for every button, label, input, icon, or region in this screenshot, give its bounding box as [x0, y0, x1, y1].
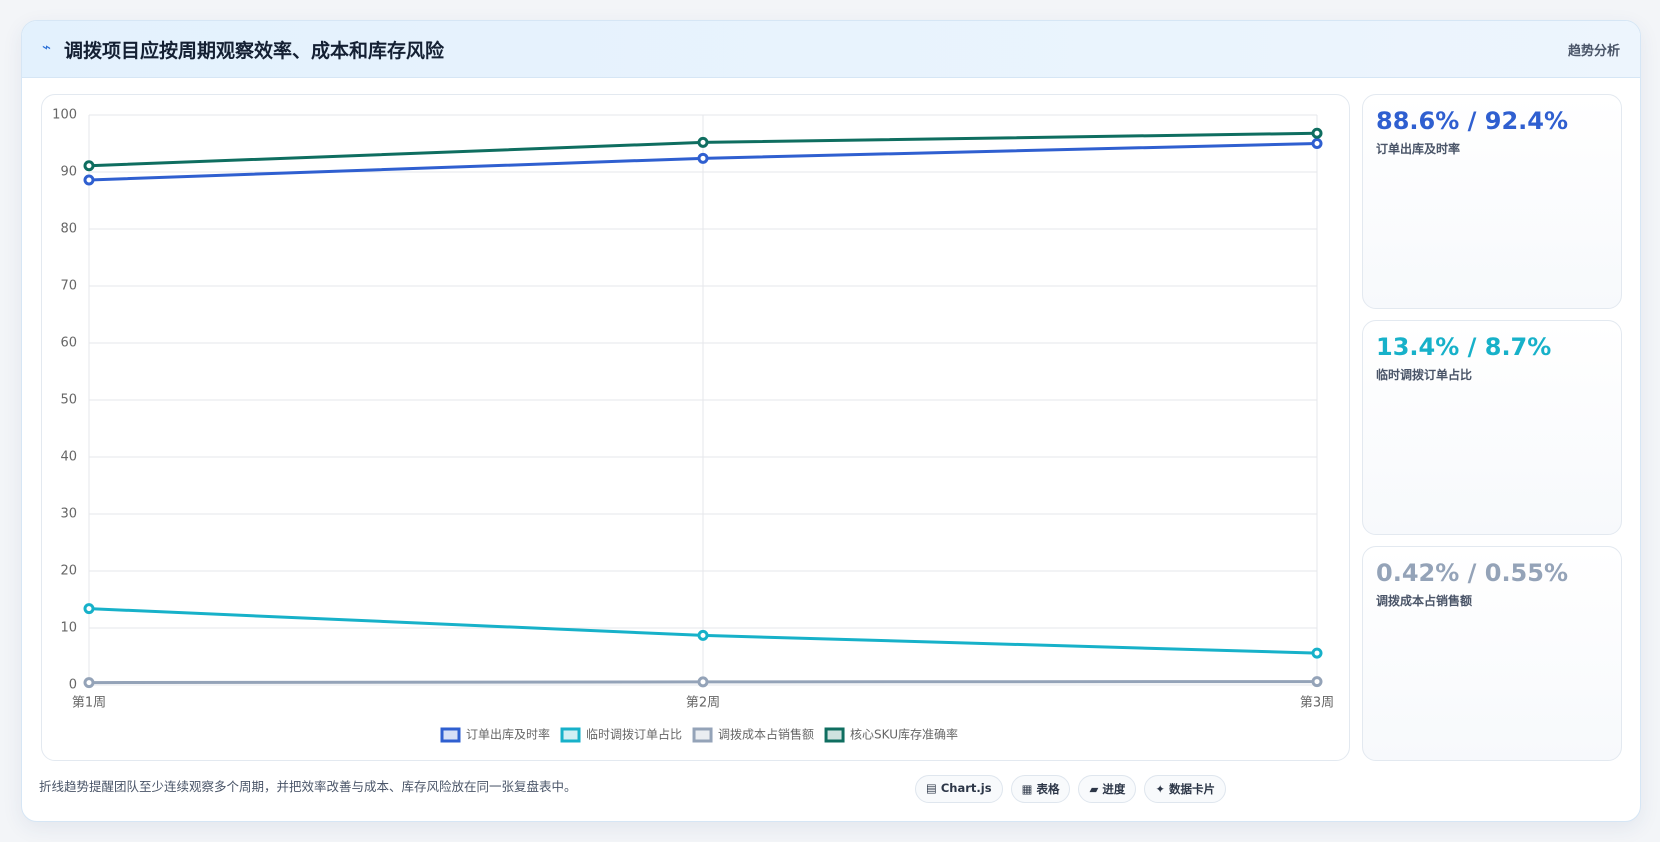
y-tick-label: 10: [60, 621, 77, 636]
data-point: [83, 160, 95, 172]
data-point: [83, 603, 95, 615]
stat-value: 13.4% / 8.7%: [1376, 333, 1552, 361]
data-point: [1311, 676, 1323, 688]
chip: ▦ 表格: [1010, 775, 1071, 803]
y-tick-label: 30: [60, 507, 77, 522]
legend-label: 核心SKU库存准确率: [850, 727, 958, 742]
legend-swatch: [560, 727, 581, 743]
y-tick-label: 70: [60, 279, 77, 294]
legend-swatch: [824, 727, 845, 743]
data-point: [83, 174, 95, 186]
legend-label: 临时调拨订单占比: [586, 727, 682, 742]
legend-label: 订单出库及时率: [466, 727, 550, 742]
chip: ▤ Chart.js: [915, 775, 1003, 803]
panel: ⌁ 调拨项目应按周期观察效率、成本和库存风险 趋势分析 0 10 20 30 40 50 6…: [21, 20, 1641, 822]
stat-value: 0.42% / 0.55%: [1376, 559, 1568, 587]
footer-note: 折线趋势提醒团队至少连续观察多个周期，并把效率改善与成本、库存风险放在同一张复盘…: [39, 779, 577, 794]
legend-item: 调拨成本占销售额: [692, 727, 814, 743]
x-tick-label: 第1周: [72, 696, 106, 711]
legend-item: 核心SKU库存准确率: [824, 727, 958, 743]
legend-label: 调拨成本占销售额: [718, 727, 814, 742]
y-tick-label: 0: [69, 678, 77, 693]
stat-card: 13.4% / 8.7% 临时调拨订单占比: [1362, 320, 1622, 535]
y-tick-label: 40: [60, 450, 77, 465]
data-point: [1311, 647, 1323, 659]
stat-value: 88.6% / 92.4%: [1376, 107, 1568, 135]
header-title: 调拨项目应按周期观察效率、成本和库存风险: [64, 40, 445, 62]
y-tick-label: 100: [52, 108, 77, 123]
header-tag: 趋势分析: [1567, 44, 1620, 59]
legend-swatch: [692, 727, 713, 743]
y-tick-label: 50: [60, 393, 77, 408]
header-icon: ⌁: [42, 38, 52, 56]
x-tick-label: 第3周: [1300, 696, 1334, 711]
stat-label: 订单出库及时率: [1376, 142, 1461, 156]
y-tick-label: 80: [60, 222, 77, 237]
chart-card: 0 10 20 30 40 50 60 70 80 90 100 第1周 第2周 第3周订单出库及时率 临时…: [41, 94, 1350, 761]
legend-swatch: [440, 727, 461, 743]
x-tick-label: 第2周: [686, 696, 720, 711]
data-point: [697, 136, 709, 148]
stat-card: 88.6% / 92.4% 订单出库及时率: [1362, 94, 1622, 309]
stat-label: 调拨成本占销售额: [1376, 594, 1473, 608]
data-point: [697, 629, 709, 641]
header: ⌁ 调拨项目应按周期观察效率、成本和库存风险 趋势分析: [22, 21, 1640, 78]
data-point: [1311, 138, 1323, 149]
data-point: [697, 676, 709, 688]
data-point: [83, 677, 95, 689]
y-tick-label: 90: [60, 165, 77, 180]
chip: ▰ 进度: [1078, 775, 1137, 803]
stat-card: 0.42% / 0.55% 调拨成本占销售额: [1362, 546, 1622, 761]
data-point: [1311, 127, 1323, 139]
y-tick-label: 60: [60, 336, 77, 351]
data-point: [697, 152, 709, 164]
stat-label: 临时调拨订单占比: [1376, 368, 1473, 382]
legend-item: 临时调拨订单占比: [560, 727, 682, 743]
chip: ✦ 数据卡片: [1144, 775, 1226, 803]
legend-item: 订单出库及时率: [440, 727, 550, 743]
chips: ▤ Chart.js ▦ 表格 ▰ 进度 ✦ 数据卡片: [915, 775, 1226, 803]
y-tick-label: 20: [60, 564, 77, 579]
